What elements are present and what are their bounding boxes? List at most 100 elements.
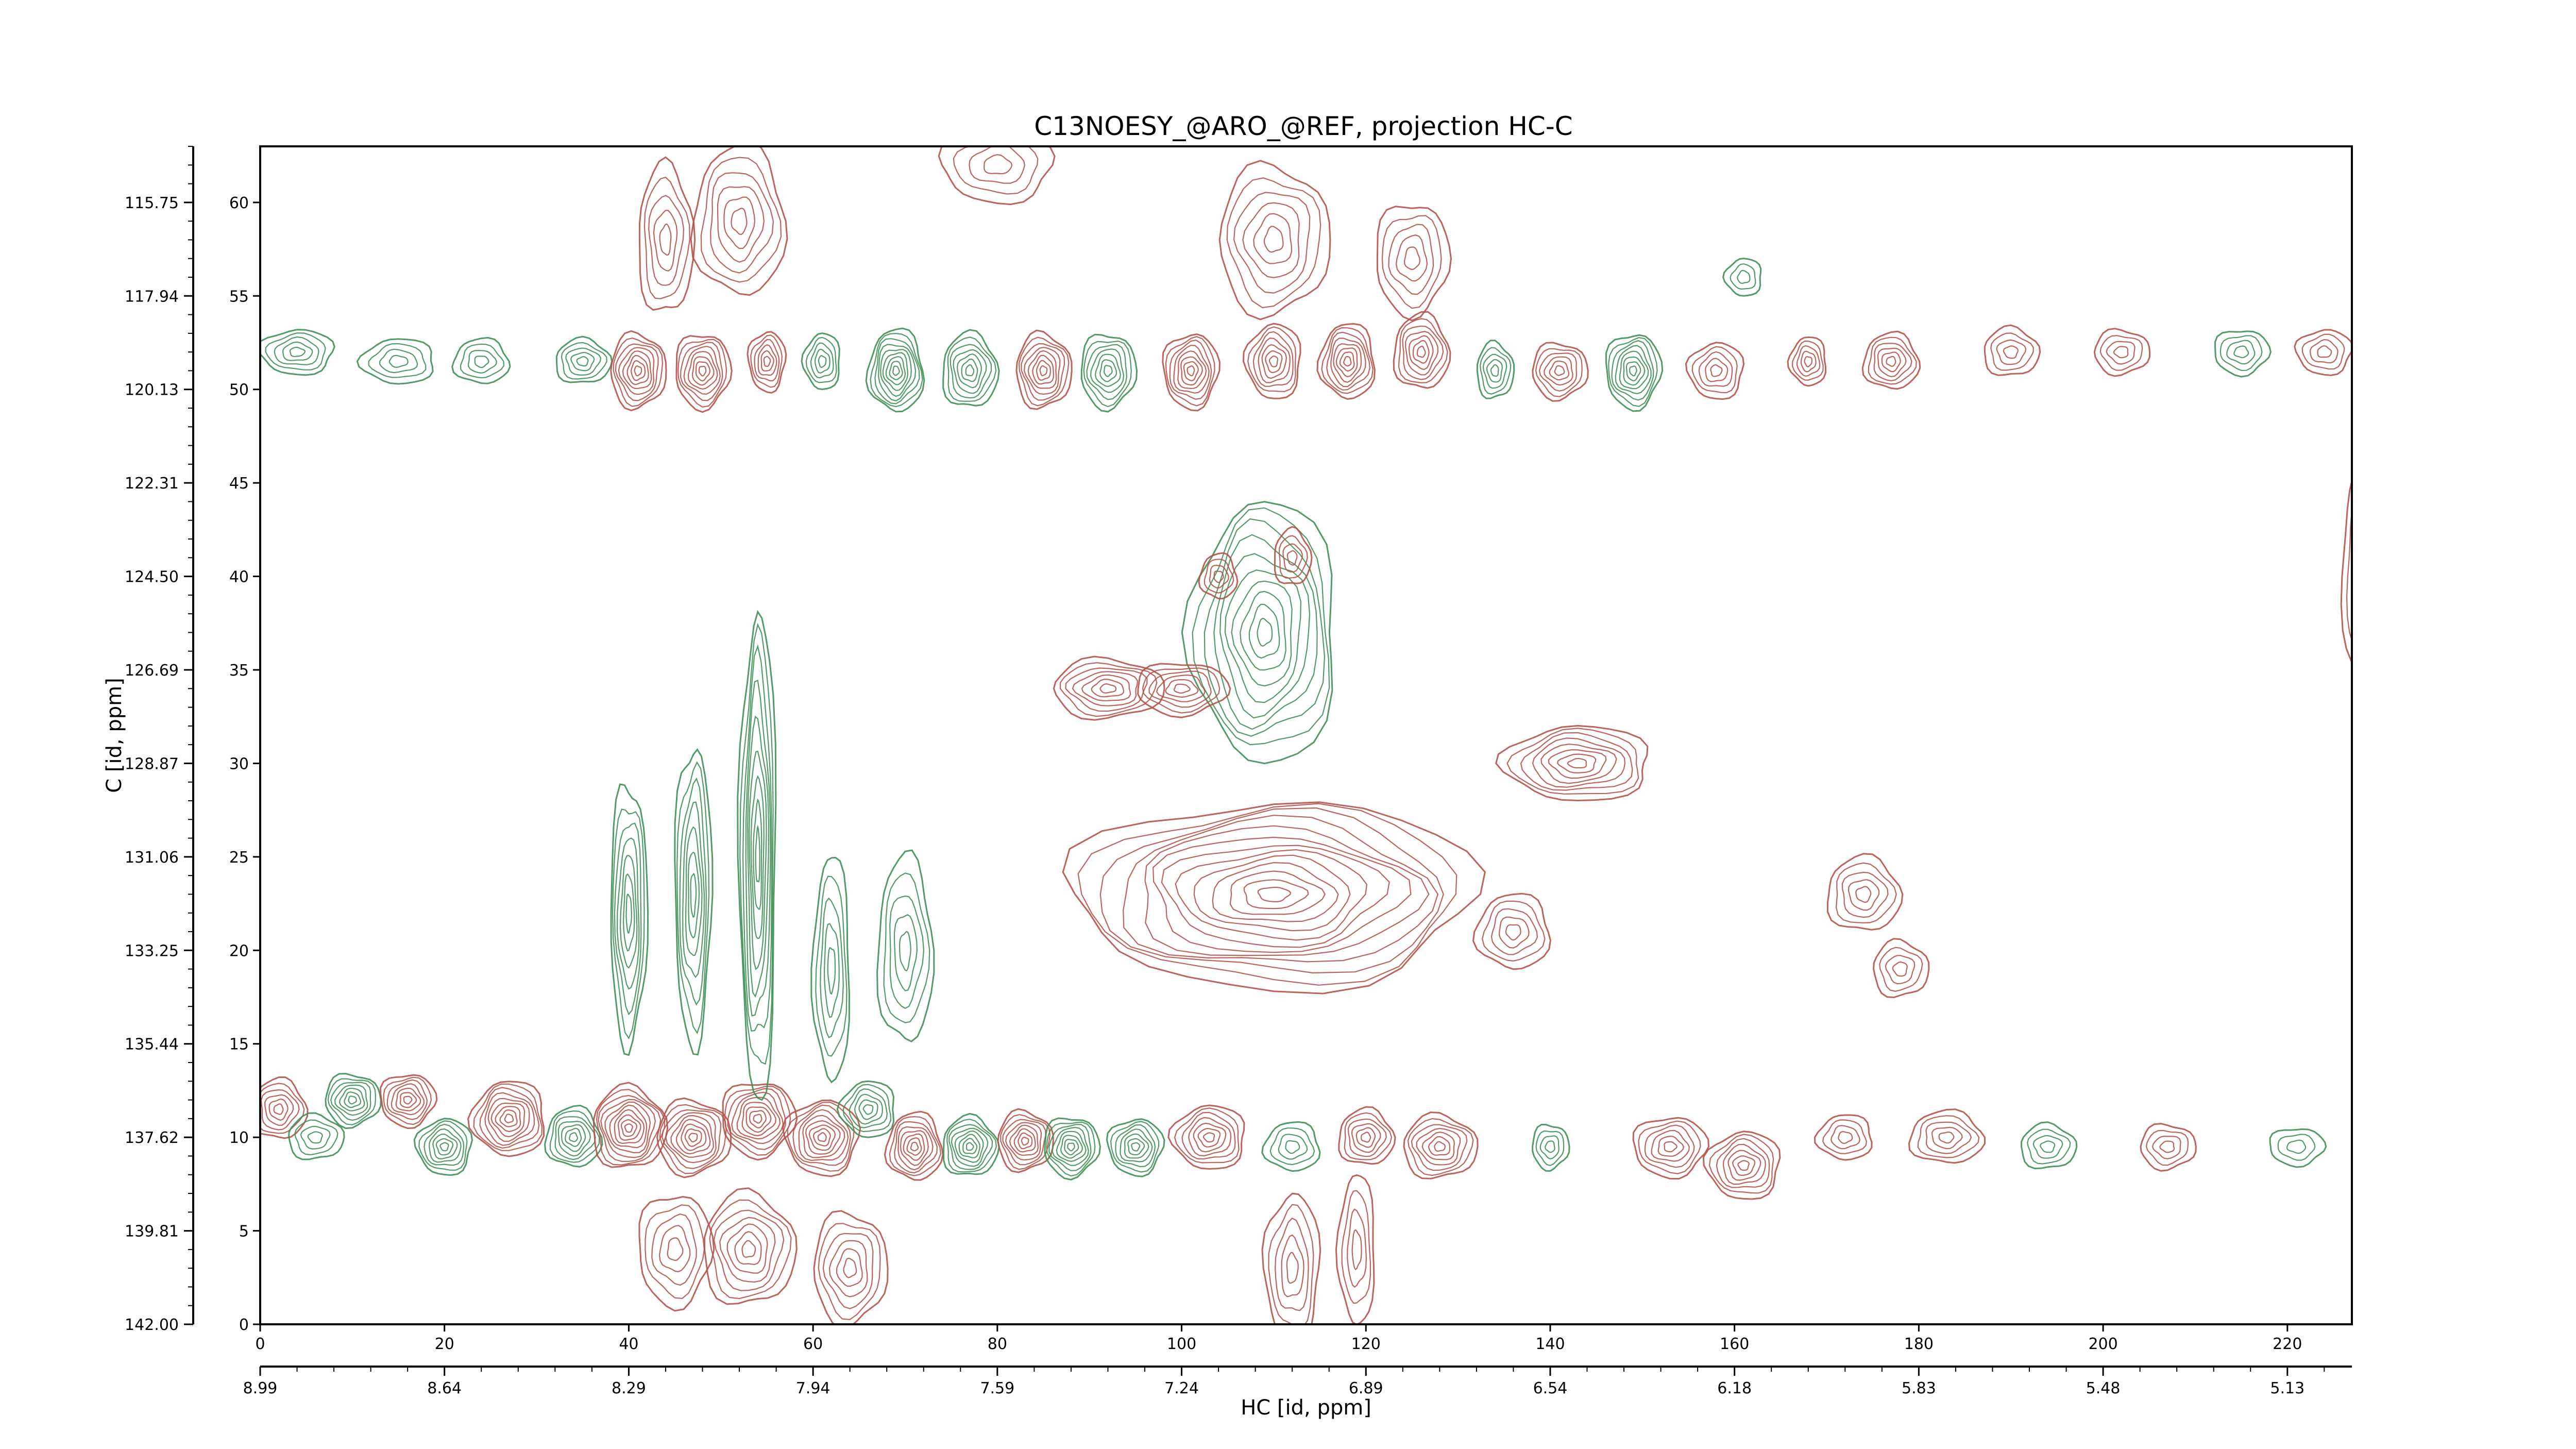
contour-line	[1549, 360, 1570, 381]
contour-line	[763, 356, 771, 367]
contour-peak	[737, 610, 777, 1101]
y-index-tick-label: 60	[229, 194, 249, 212]
x-index-tick-label: 100	[1167, 1335, 1196, 1353]
contour-line	[1180, 356, 1203, 386]
contour-line	[609, 1104, 648, 1149]
contour-line	[327, 1078, 376, 1125]
contour-peak	[674, 748, 714, 1056]
contour-line	[1376, 206, 1452, 322]
contour-line	[722, 1083, 798, 1161]
contour-line	[1539, 1135, 1560, 1160]
contour-line	[1127, 1138, 1145, 1156]
contour-line	[2021, 1121, 2078, 1170]
contour-line	[1263, 226, 1284, 253]
contour-peak	[1632, 1117, 1710, 1180]
contour-line	[1490, 908, 1538, 955]
contour-peak	[638, 1195, 715, 1312]
contour-line	[1716, 1138, 1770, 1188]
contour-line	[1248, 603, 1280, 659]
contour-line	[1268, 1204, 1314, 1324]
contour-line	[596, 1089, 666, 1166]
contour-line	[1708, 1134, 1774, 1194]
contour-line	[1053, 655, 1165, 721]
contour-line	[1316, 323, 1376, 400]
contour-line	[1984, 324, 2041, 376]
contour-line	[1188, 1117, 1232, 1157]
contour-line	[1416, 345, 1426, 358]
contour-line	[1103, 365, 1113, 377]
contour-line	[842, 1084, 892, 1133]
contour-line	[1174, 1107, 1240, 1164]
contour-line	[1355, 1127, 1376, 1148]
contour-line	[1165, 679, 1199, 698]
contour-line	[1021, 1136, 1029, 1146]
contour-line	[1548, 749, 1607, 779]
contour-line	[1344, 1112, 1393, 1160]
contour-peak	[593, 1082, 669, 1168]
contour-peak	[1861, 330, 1921, 390]
contour-peak	[356, 338, 434, 385]
contour-line	[946, 1118, 997, 1173]
contour-line	[1081, 674, 1131, 701]
contour-line	[1638, 1120, 1701, 1174]
contour-line	[2003, 345, 2019, 359]
contour-line	[1341, 1190, 1371, 1304]
contour-line	[356, 338, 434, 385]
contour-line	[684, 1128, 702, 1147]
contour-line	[487, 1098, 530, 1142]
contour-line	[619, 855, 638, 969]
contour-line	[634, 365, 642, 377]
contour-line	[815, 875, 848, 1057]
contour-line	[755, 824, 760, 883]
contour-line	[1275, 1217, 1309, 1311]
contour-line	[1183, 361, 1199, 381]
contour-line	[1219, 553, 1311, 719]
contour-line	[659, 1104, 727, 1174]
contour-peak	[1338, 1106, 1396, 1165]
contour-peak	[610, 783, 649, 1056]
contour-line	[1482, 353, 1507, 389]
contour-peak	[1080, 333, 1138, 413]
contour-line	[737, 610, 777, 1101]
contour-line	[1861, 330, 1921, 390]
contour-line	[953, 349, 987, 394]
contour-peak	[2214, 330, 2272, 378]
contour-line	[625, 894, 632, 934]
contour-line	[827, 947, 836, 995]
contour-line	[1261, 1121, 1321, 1172]
contour-line	[749, 1110, 767, 1128]
contour-line	[969, 146, 1025, 184]
contour-line	[1532, 737, 1626, 788]
contour-line	[1393, 311, 1451, 389]
contour-line	[1727, 1150, 1761, 1181]
contour-line	[858, 1099, 878, 1120]
contour-line	[760, 350, 774, 372]
contour-line	[950, 344, 992, 399]
contour-line	[724, 1086, 791, 1156]
contour-peak	[1984, 324, 2041, 376]
contour-line	[1039, 365, 1048, 377]
contour-line	[1052, 1126, 1089, 1166]
contour-line	[805, 336, 837, 383]
contour-line	[1333, 343, 1362, 383]
x-ppm-tick-label: 7.94	[796, 1379, 831, 1397]
contour-line	[1411, 1124, 1468, 1171]
contour-line	[1361, 1132, 1371, 1143]
contour-line	[1110, 1121, 1160, 1173]
contour-line	[717, 186, 765, 263]
contour-line	[1269, 1127, 1315, 1166]
x-index-tick-label: 20	[435, 1335, 454, 1353]
contour-line	[1347, 1208, 1367, 1288]
x-index-tick-label: 80	[988, 1335, 1007, 1353]
contour-peak	[938, 146, 1056, 206]
x-ppm-tick-label: 5.83	[1902, 1379, 1936, 1397]
contour-line	[388, 355, 409, 368]
contour-peak	[1261, 1192, 1321, 1324]
contour-line	[643, 176, 690, 299]
contour-line	[1167, 1104, 1245, 1170]
contour-peak	[467, 1081, 545, 1157]
contour-line	[1730, 263, 1756, 290]
contour-line	[1732, 1155, 1756, 1176]
contour-line	[1486, 359, 1503, 383]
contour-line	[648, 195, 685, 286]
